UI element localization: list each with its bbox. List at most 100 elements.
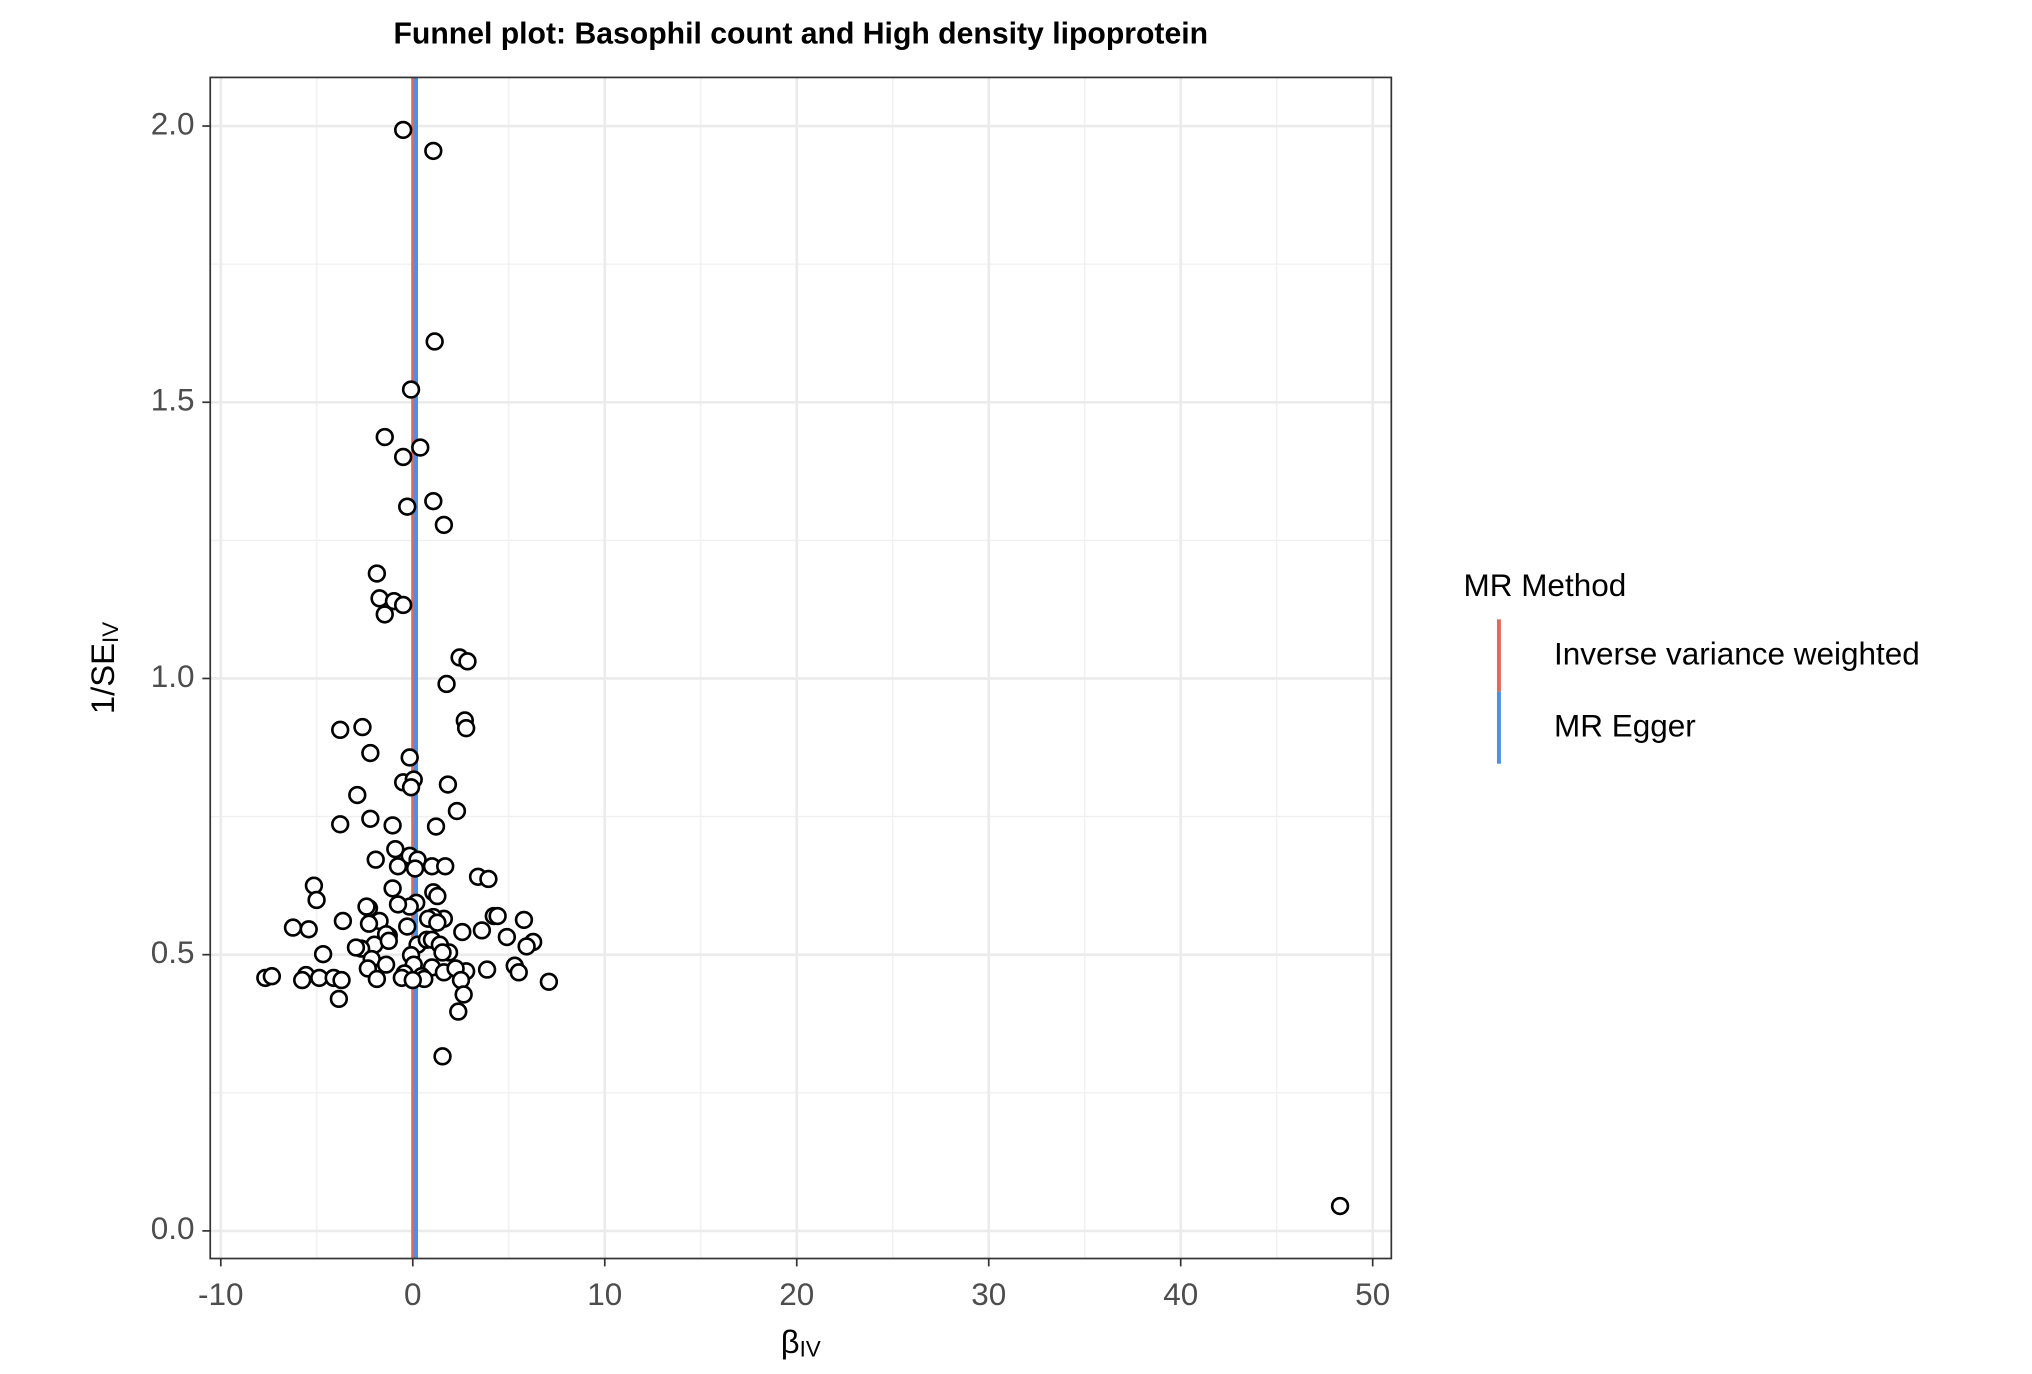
panel-border — [209, 76, 1393, 1260]
point — [393, 120, 413, 140]
point — [304, 876, 324, 895]
y-axis-title: 1/SEIV — [84, 622, 123, 714]
axes: -10 0 10 20 30 40 50 0.0 0.5 1.0 1.5 2.0 — [151, 105, 1391, 1312]
x-axis-title-sub: IV — [800, 1336, 821, 1361]
point — [437, 674, 456, 694]
point — [398, 917, 417, 936]
point — [313, 944, 333, 964]
point — [424, 491, 443, 511]
point — [479, 869, 498, 889]
point — [433, 943, 452, 962]
point — [453, 922, 472, 942]
point — [348, 785, 367, 805]
legend: MR Method Inverse variance weighted MR Eg… — [1464, 567, 1920, 764]
point — [383, 816, 402, 835]
point — [331, 720, 350, 740]
point — [367, 564, 387, 583]
point — [332, 970, 351, 990]
point — [454, 985, 473, 1004]
point — [425, 332, 444, 351]
point — [488, 906, 507, 926]
point — [428, 886, 447, 906]
point — [361, 809, 380, 828]
y-tick-label: 1.0 — [151, 658, 195, 694]
point — [262, 967, 282, 986]
point — [393, 447, 413, 467]
point — [299, 920, 318, 939]
point — [403, 970, 422, 990]
point — [353, 717, 372, 737]
point — [357, 897, 376, 916]
point — [359, 914, 379, 933]
point — [539, 972, 559, 991]
lines — [411, 77, 419, 1259]
point — [449, 1002, 468, 1021]
point — [438, 775, 458, 794]
point — [331, 815, 350, 834]
point — [379, 931, 398, 951]
y-tick-label: 2.0 — [151, 105, 195, 141]
x-axis-title-main: β — [781, 1322, 800, 1359]
point — [447, 801, 467, 821]
x-tick-label: 10 — [587, 1276, 622, 1312]
point — [400, 748, 419, 767]
point — [517, 937, 536, 956]
point — [401, 380, 421, 399]
point — [424, 141, 443, 161]
point — [436, 857, 455, 876]
point — [451, 970, 471, 990]
point — [398, 497, 417, 516]
point — [346, 938, 366, 957]
point — [366, 850, 385, 869]
point — [1330, 1196, 1350, 1216]
legend-label: Inverse variance weighted — [1554, 635, 1920, 671]
point — [388, 857, 408, 876]
point — [514, 910, 534, 930]
x-tick-label: 30 — [971, 1276, 1006, 1312]
grid — [210, 77, 1392, 1259]
point — [333, 911, 353, 931]
point — [375, 605, 394, 624]
x-tick-label: 20 — [779, 1276, 814, 1312]
point — [458, 652, 477, 671]
point — [388, 895, 408, 914]
point — [428, 913, 447, 932]
point — [509, 963, 528, 982]
x-axis-title: βIV — [781, 1322, 821, 1361]
point — [367, 969, 387, 989]
points — [256, 120, 1350, 1216]
legend-title: MR Method — [1464, 567, 1627, 603]
y-tick-label: 0.0 — [151, 1210, 195, 1246]
point — [405, 859, 425, 878]
point — [433, 1047, 452, 1066]
y-axis-title-main: 1/SE — [84, 643, 121, 714]
point — [401, 778, 421, 797]
point — [393, 595, 413, 615]
point — [329, 989, 349, 1009]
x-tick-label: 0 — [404, 1276, 422, 1312]
point — [307, 890, 326, 910]
point — [434, 515, 454, 535]
point — [426, 817, 446, 836]
y-tick-label: 1.5 — [151, 382, 195, 418]
point — [477, 960, 497, 979]
y-tick-label: 0.5 — [151, 934, 195, 970]
x-tick-label: 50 — [1355, 1276, 1390, 1312]
point — [386, 839, 405, 859]
point — [375, 427, 394, 447]
point — [472, 921, 492, 940]
x-tick-label: -10 — [198, 1276, 244, 1312]
point — [376, 955, 396, 974]
x-tick-label: 40 — [1163, 1276, 1198, 1312]
y-axis-title-sub: IV — [98, 622, 123, 643]
point — [383, 879, 402, 898]
point — [293, 970, 312, 990]
point — [283, 918, 303, 937]
point — [411, 438, 430, 457]
point — [456, 718, 476, 738]
chart-title: Funnel plot: Basophil count and High den… — [393, 17, 1208, 50]
point — [370, 589, 389, 608]
point — [361, 743, 380, 763]
